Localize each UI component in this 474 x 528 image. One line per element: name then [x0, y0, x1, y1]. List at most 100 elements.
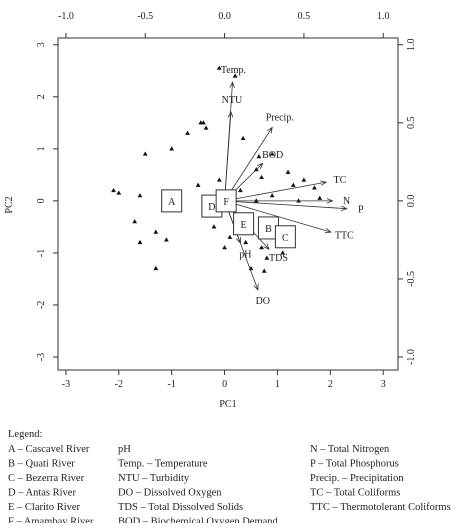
point: [116, 190, 122, 195]
legend-entry: P – Total Phosphorus: [310, 459, 399, 470]
point: [169, 146, 175, 151]
point: [153, 229, 159, 234]
legend-entry: F – Amambay River: [8, 517, 94, 524]
group-label: E: [241, 220, 247, 231]
x-tick-label: 1: [275, 379, 280, 390]
legend-entry: TDS – Total Dissolved Solids: [118, 502, 243, 513]
point: [253, 198, 259, 203]
point: [238, 187, 243, 193]
x2-tick-label: -1.0: [58, 11, 74, 22]
y2-tick-label: -1.0: [406, 349, 417, 365]
point: [264, 255, 270, 260]
point: [198, 120, 204, 125]
y-tick-label: 0: [36, 198, 47, 203]
loading-label: P: [358, 204, 364, 215]
point: [222, 245, 227, 250]
loading-arrow: [224, 198, 334, 204]
x-tick-label: -3: [62, 379, 70, 390]
point: [227, 234, 233, 239]
loading-label: N: [343, 196, 350, 207]
y-tick-label: 3: [36, 42, 47, 47]
point: [153, 265, 159, 271]
group-label: A: [168, 197, 176, 208]
loading-label: DO: [256, 296, 270, 307]
plot-frame: [57, 37, 399, 371]
legend-entry: Precip. – Precipitation: [310, 473, 404, 484]
legend-entry: D – Antas River: [8, 488, 76, 499]
point: [290, 182, 296, 187]
point: [211, 224, 217, 229]
loading-label: TTC: [335, 230, 354, 241]
legend-entry: DO – Dissolved Oxygen: [118, 488, 222, 499]
y-tick-label: -2: [36, 301, 47, 309]
point: [195, 182, 201, 187]
point: [301, 177, 307, 182]
point: [243, 239, 249, 245]
point: [259, 245, 264, 250]
y2-tick-label: 0.5: [406, 117, 417, 130]
legend-entry: BOD – Biochemical Oxygen Demand: [118, 517, 279, 524]
group-label: C: [282, 233, 289, 244]
x-tick-label: -2: [115, 379, 123, 390]
x-tick-label: 0: [222, 379, 227, 390]
x-axis-label: PC1: [219, 399, 236, 410]
legend-title: Legend:: [8, 429, 42, 440]
point: [185, 130, 190, 135]
point: [216, 65, 222, 70]
legend-entry: Temp. – Temperature: [118, 459, 208, 470]
point: [256, 154, 262, 159]
x-tick-label: -1: [168, 379, 176, 390]
point: [111, 187, 116, 193]
x-tick-label: 2: [328, 379, 333, 390]
point: [232, 73, 238, 78]
loading-arrow: [224, 110, 234, 201]
loading-label: NTU: [222, 95, 243, 106]
point: [280, 250, 286, 255]
legend-entry: TC – Total Coliforms: [310, 488, 400, 499]
y-tick-label: -1: [36, 249, 47, 257]
y-axis-label: PC2: [4, 196, 15, 213]
point: [261, 268, 267, 273]
point: [312, 185, 317, 190]
point: [296, 198, 301, 203]
loading-arrow: [224, 200, 259, 291]
y2-tick-label: 1.0: [406, 38, 417, 51]
legend-entry: NTU – Turbidity: [118, 473, 190, 484]
group-box: [215, 189, 237, 213]
loading-arrow: [224, 180, 328, 202]
x-tick-label: 3: [381, 379, 386, 390]
point: [203, 125, 209, 130]
group-box: [274, 225, 296, 249]
loading-label: BOD: [262, 150, 283, 161]
x2-tick-label: 0.0: [218, 11, 231, 22]
point: [216, 177, 222, 182]
point: [137, 239, 143, 245]
group-label: F: [223, 197, 229, 208]
point: [269, 193, 275, 198]
x2-tick-label: -0.5: [137, 11, 153, 22]
group-box: [233, 212, 255, 236]
point: [317, 195, 323, 200]
legend-entry: pH: [118, 444, 131, 455]
y-tick-label: 1: [36, 146, 47, 151]
legend-entry: N – Total Nitrogen: [310, 444, 390, 455]
point: [132, 219, 138, 224]
x2-tick-label: 1.0: [377, 11, 390, 22]
loading-arrow: [224, 126, 273, 202]
point: [240, 135, 246, 141]
legend-entry: E – Clarito River: [8, 502, 81, 513]
legend-entry: TTC – Thermotolerant Coliforms: [310, 502, 451, 513]
group-label: D: [208, 202, 215, 213]
group-label: B: [265, 224, 272, 235]
y2-tick-label: -0.5: [406, 271, 417, 287]
loading-label: Precip.: [266, 112, 294, 123]
loading-label: TC: [334, 175, 347, 186]
point: [142, 151, 148, 156]
loading-label: pH: [239, 249, 251, 260]
x2-tick-label: 0.5: [298, 11, 311, 22]
y2-tick-label: 0.0: [406, 195, 417, 208]
loading-label: TDS: [269, 253, 288, 264]
loading-arrow: [224, 200, 348, 212]
legend-entry: C – Bezerra River: [8, 473, 85, 484]
